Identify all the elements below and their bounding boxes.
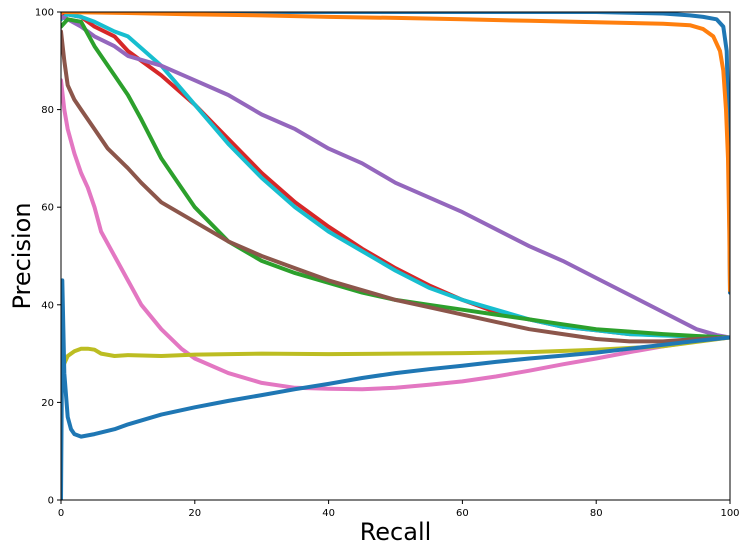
series-layer (61, 12, 730, 500)
series-line-5 (61, 29, 730, 344)
y-tick-label-3: 60 (41, 203, 54, 214)
plot-background (61, 12, 730, 500)
series-line-9 (61, 12, 730, 295)
x-tick-label-1: 20 (188, 508, 201, 519)
plot-frame (60, 11, 731, 501)
series-line-6 (61, 78, 730, 392)
y-tick-label-5: 100 (35, 8, 54, 19)
series-line-7 (61, 335, 730, 376)
y-axis-label: Precision (8, 202, 36, 309)
x-axis-ticks: 0 20 40 60 80 100 (58, 500, 740, 519)
y-axis-ticks: 0 20 40 60 80 100 (35, 8, 61, 507)
x-tick-label-0: 0 (58, 508, 64, 519)
series-line-8 (61, 278, 730, 500)
x-tick-label-5: 100 (720, 508, 739, 519)
x-tick-label-4: 80 (590, 508, 603, 519)
series-line-3 (61, 14, 730, 340)
y-tick-label-1: 20 (41, 398, 54, 409)
y-tick-label-2: 40 (41, 300, 54, 311)
series-line-10 (61, 12, 730, 293)
x-axis-label: Recall (360, 518, 432, 546)
x-tick-label-2: 40 (322, 508, 335, 519)
y-tick-label-0: 0 (48, 496, 54, 507)
x-tick-label-3: 60 (456, 508, 469, 519)
series-line-4 (61, 17, 730, 340)
y-tick-label-4: 80 (41, 105, 54, 116)
